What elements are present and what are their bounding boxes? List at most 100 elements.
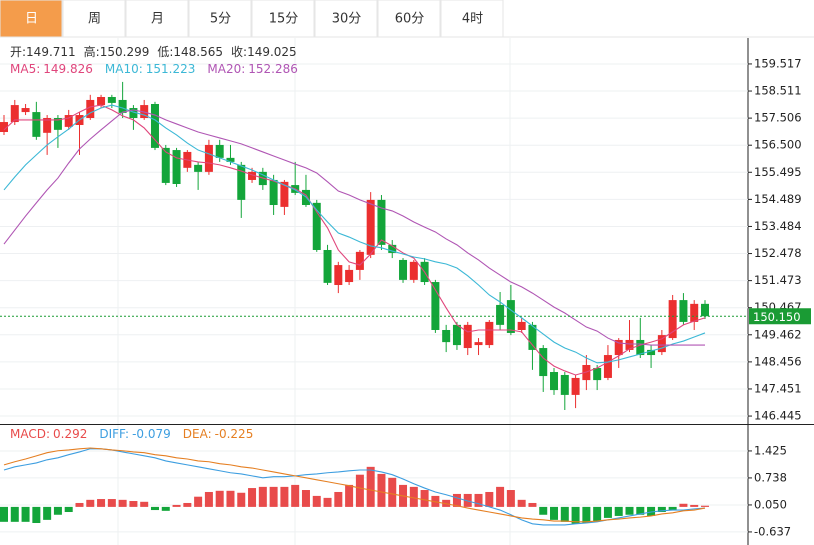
candle-body <box>32 112 41 137</box>
candle-body <box>345 269 354 283</box>
info-value: 150.299 <box>100 45 150 59</box>
candle-body <box>97 96 106 106</box>
y-tick-label: 153.484 <box>754 219 802 233</box>
candle-body <box>21 108 30 113</box>
macd-bar <box>355 474 364 507</box>
info-value: 149.025 <box>247 45 297 59</box>
macd-bar <box>506 490 515 507</box>
info-value: 149.711 <box>26 45 76 59</box>
info-value: 148.565 <box>173 45 223 59</box>
macd-bar <box>323 497 332 507</box>
macd-bar <box>647 506 656 516</box>
macd-bar <box>571 506 580 524</box>
macd-bar <box>97 499 106 507</box>
macd-bar <box>614 506 623 516</box>
macd-bar <box>194 496 203 507</box>
candle-body <box>43 118 52 133</box>
tab-label[interactable]: 月 <box>151 12 164 27</box>
candle-body <box>550 372 559 391</box>
macd-bar <box>593 506 602 522</box>
candle-body <box>215 144 224 158</box>
legend-name: MA5: <box>10 62 40 76</box>
ohlc-info: 开:149.711 高:150.299 低:148.565 收:149.025 <box>10 44 297 59</box>
macd-bar <box>496 486 505 507</box>
y-tick-label: 157.506 <box>754 111 802 125</box>
tab-label[interactable]: 4时 <box>462 12 483 27</box>
ma-line <box>3 109 705 346</box>
macd-bar <box>248 488 257 507</box>
legend-name: MA20: <box>207 62 245 76</box>
ma-line <box>3 104 706 376</box>
candle-body <box>560 374 569 395</box>
macd-bar <box>582 506 591 524</box>
candle-body <box>690 303 699 322</box>
macd-bar <box>43 506 52 520</box>
candle-body <box>312 202 321 250</box>
candle-body <box>539 348 548 377</box>
tab-label[interactable]: 30分 <box>332 12 362 27</box>
candle-body <box>248 171 257 180</box>
candle-body <box>86 99 95 119</box>
tab-label[interactable]: 60分 <box>395 12 425 27</box>
candle-body <box>10 105 19 123</box>
legend-value: 151.223 <box>146 62 196 76</box>
candle-body <box>334 265 343 286</box>
tab-label[interactable]: 日 <box>25 12 38 27</box>
macd-bar <box>636 506 645 515</box>
macd-bar <box>701 505 709 507</box>
candle-body <box>409 261 418 280</box>
info-label: 高: <box>84 44 100 59</box>
candle-body <box>53 118 62 130</box>
macd-bar <box>625 506 634 515</box>
candle-body <box>172 150 181 184</box>
macd-bar <box>560 506 569 522</box>
y-tick-label: 1.425 <box>754 443 787 457</box>
candle-body <box>517 321 526 330</box>
candle-body <box>161 147 170 183</box>
macd-bar <box>172 504 181 507</box>
candle-body <box>194 164 203 172</box>
macd-bar <box>215 490 224 507</box>
y-tick-label: 146.445 <box>754 409 802 423</box>
candle-body <box>528 324 537 350</box>
tab[interactable] <box>0 0 63 38</box>
candle-body <box>593 367 602 381</box>
y-tick-label: 149.462 <box>754 327 802 341</box>
tab[interactable] <box>251 0 315 38</box>
macd-bar <box>118 499 127 507</box>
candle-body <box>506 300 515 333</box>
candle-body <box>474 342 483 346</box>
y-tick-label: 152.478 <box>754 246 802 260</box>
candle-body <box>452 324 461 346</box>
candle-body <box>668 300 677 339</box>
last-price-tag <box>749 308 811 325</box>
macd-bar <box>409 486 418 507</box>
info-label: 收: <box>231 45 247 59</box>
macd-bar <box>140 501 149 507</box>
macd-bar <box>86 499 95 507</box>
candle-body <box>388 244 397 253</box>
candle-body <box>679 300 688 322</box>
candle-body <box>118 99 127 113</box>
tab[interactable] <box>440 0 504 38</box>
macd-bar <box>64 506 73 513</box>
candle-body <box>399 259 408 280</box>
tab-label[interactable]: 周 <box>88 12 101 27</box>
candle-body <box>355 251 364 270</box>
macd-line <box>3 448 706 526</box>
candle-body <box>280 181 289 207</box>
tab-label[interactable]: 5分 <box>210 12 231 27</box>
macd-bar <box>226 490 235 507</box>
macd-bar <box>334 491 343 507</box>
legend-value: 149.826 <box>43 62 93 76</box>
macd-bar <box>668 506 677 511</box>
macd-bar <box>603 506 612 518</box>
candle-body <box>107 96 116 103</box>
macd-bar <box>183 502 192 507</box>
tab-label[interactable]: 15分 <box>269 12 299 27</box>
macd-bar <box>463 493 472 507</box>
info-label: 低: <box>157 45 173 59</box>
macd-bar <box>269 486 278 507</box>
legend-value: -0.225 <box>215 427 254 441</box>
